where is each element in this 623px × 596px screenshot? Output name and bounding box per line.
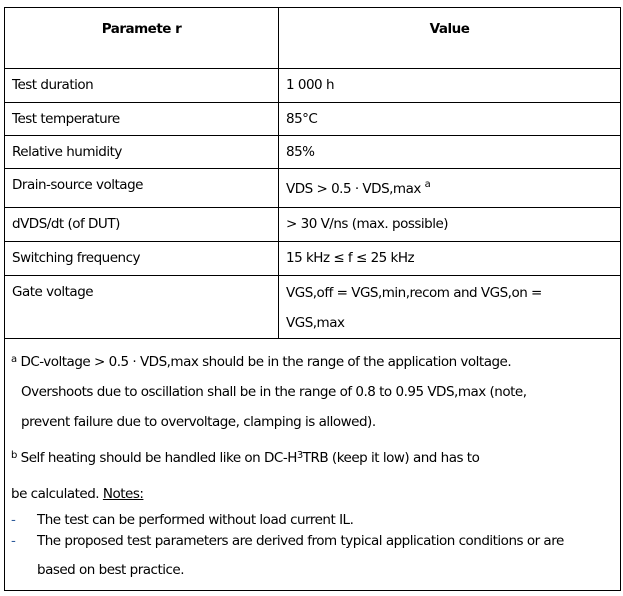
table-row: Drain-source voltage VDS > 0.5 · VDS,max… [5,169,620,208]
footnote-mark: b [11,450,17,461]
value-cell: 1 000 h [286,77,335,93]
footnote-text: Self heating should be handled like on D… [20,450,298,466]
footnotes: a DC-voltage > 0.5 · VDS,max should be i… [5,339,620,590]
footnote-b: b Self heating should be handled like on… [11,443,614,473]
notes-label: Notes: [102,486,144,502]
test-parameters-table: Paramete r Value Test duration 1 000 h T… [4,7,621,591]
note-text: The proposed test parameters are derived… [37,533,564,578]
bullet: - [11,533,16,549]
bullet: - [11,512,16,528]
parameter-cell: Switching frequency [5,242,279,275]
value-cell: VGS,off = VGS,min,recom and VGS,on = VGS… [286,285,542,331]
value-cell: VDS > 0.5 · VDS,max a [279,169,620,207]
footnote-text: prevent failure due to overvoltage, clam… [21,414,376,430]
footnote-a: a DC-voltage > 0.5 · VDS,max should be i… [11,347,614,377]
table-row: Test duration 1 000 h [5,69,620,103]
table-row: Switching frequency 15 kHz ≤ f ≤ 25 kHz [5,242,620,276]
parameter-cell: dVDS/dt (of DUT) [5,208,279,241]
footnote-ref: a [424,179,431,190]
note-item: - The proposed test parameters are derive… [11,527,614,585]
value-cell: > 30 V/ns (max. possible) [286,216,449,232]
table-row: dVDS/dt (of DUT) > 30 V/ns (max. possibl… [5,208,620,242]
value-cell: 15 kHz ≤ f ≤ 25 kHz [286,250,415,266]
footnote-b-cont: be calculated. Notes: [11,479,614,509]
table-header-row: Paramete r Value [5,8,620,69]
value-cell: 85°C [286,111,318,127]
header-value: Value [429,21,470,37]
parameter-cell: Drain-source voltage [5,169,279,207]
footnote-text: be calculated. [11,486,100,502]
note-item: - The test can be performed without load … [11,509,614,531]
footnote-text: DC-voltage > 0.5 · VDS,max should be in … [20,354,512,370]
note-text: The test can be performed without load c… [37,512,354,528]
superscript: 3 [296,450,303,461]
footnote-text: TRB (keep it low) and has to [302,450,480,466]
parameter-cell: Gate voltage [5,276,279,338]
parameter-cell: Test temperature [5,103,279,135]
value-text: VDS > 0.5 · VDS,max [286,181,421,197]
value-cell: 85% [286,144,315,160]
parameter-cell: Relative humidity [5,136,279,168]
parameter-cell: Test duration [5,69,279,102]
table-row: Test temperature 85°C [5,103,620,136]
footnote-text: Overshoots due to oscillation shall be i… [21,384,527,400]
table-row: Gate voltage VGS,off = VGS,min,recom and… [5,276,620,339]
footnote-mark: a [11,354,17,365]
header-parameter: Paramete r [5,8,279,68]
table-row: Relative humidity 85% [5,136,620,169]
